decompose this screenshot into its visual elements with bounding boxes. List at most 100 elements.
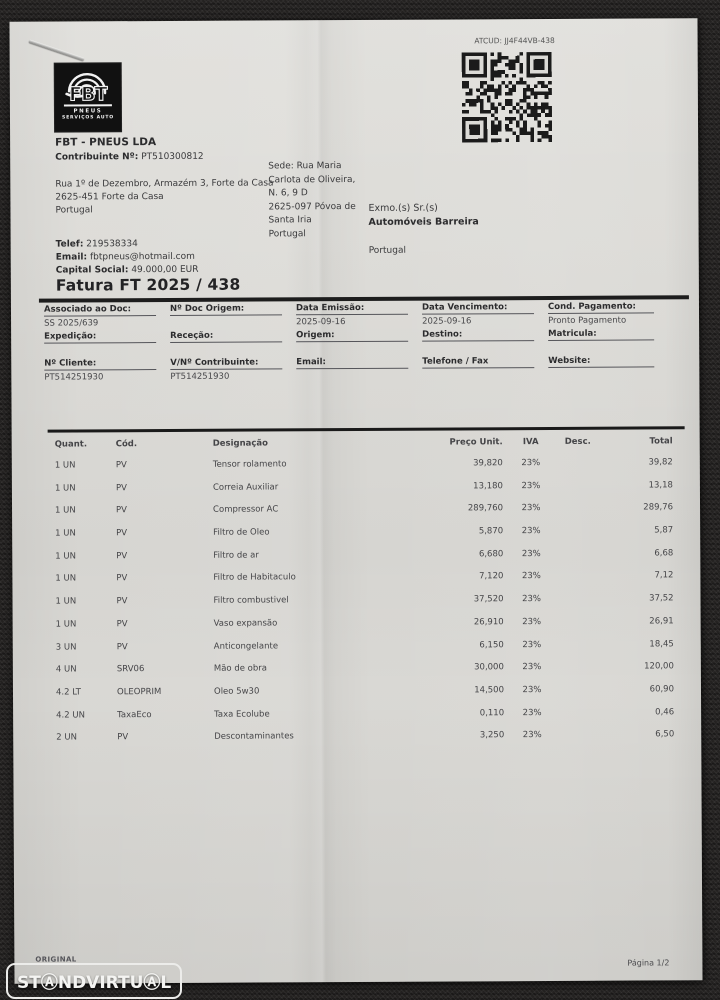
item-iva: 23%: [521, 571, 541, 582]
item-quant: 1 UN: [54, 483, 76, 494]
item-total: 26,91: [649, 616, 674, 627]
item-row: 1 UN PV Filtro de Habitaculo 7,120 23% 7…: [48, 566, 685, 592]
atcud-label: ATCUD: JJ4F44VB-438: [474, 35, 555, 46]
meta-cell: Expedição:: [44, 331, 170, 356]
item-preco-unit: 30,000: [474, 662, 504, 673]
hq-address-line: Sede: Rua Maria: [268, 161, 342, 172]
item-quant: 1 UN: [55, 551, 77, 562]
item-designacao: Vaso expansão: [213, 618, 278, 629]
vat-value: PT510300812: [141, 151, 204, 163]
item-iva: 23%: [522, 594, 541, 605]
item-row: 4.2 LT OLEOPRIM Oleo 5w30 14,500 23% 60,…: [49, 679, 686, 705]
item-row: 4.2 UN TaxaEco Taxa Ecolube 0,110 23% 0,…: [49, 702, 686, 728]
item-iva: 23%: [522, 684, 542, 696]
item-total: 120,00: [644, 661, 674, 672]
item-cod: PV: [116, 505, 128, 516]
meta-value: [422, 341, 534, 354]
meta-cell: Destino:: [422, 329, 548, 354]
meta-cell: V/Nº Contribuinte: PT514251930: [170, 357, 296, 382]
capital-label: Capital Social:: [55, 265, 129, 276]
item-iva: 23%: [522, 730, 542, 741]
meta-value: Pronto Pagamento: [548, 315, 627, 326]
meta-cell: Telefone / Fax: [422, 356, 548, 381]
item-total: 60,90: [649, 684, 675, 695]
item-total: 5,87: [654, 525, 674, 536]
item-total: 13,18: [648, 480, 673, 491]
item-designacao: Filtro de ar: [213, 550, 259, 561]
meta-value: [548, 340, 654, 353]
vat-label: Contribuinte Nº:: [55, 152, 139, 163]
phone-line: Telef: 219538334: [56, 238, 199, 252]
item-row: 1 UN PV Correia Auxiliar 13,180 23% 13,1…: [48, 475, 685, 501]
item-designacao: Tensor rolamento: [212, 459, 287, 470]
col-iva: IVA: [522, 437, 539, 448]
item-preco-unit: 6,680: [478, 548, 504, 560]
meta-cell: Matricula:: [548, 328, 668, 353]
hq-address-line: 2625-097 Póvoa de: [268, 201, 356, 212]
capital-value: 49.000,00 EUR: [131, 264, 199, 276]
item-row: 1 UN PV Tensor rolamento 39,820 23% 39,8…: [48, 452, 685, 478]
meta-label: Destino:: [422, 329, 535, 342]
item-total: 7,12: [654, 570, 674, 581]
item-designacao: Taxa Ecolube: [214, 709, 270, 720]
item-quant: 1 UN: [55, 619, 77, 630]
company-logo: FBT PNEUS SERVIÇOS AUTO: [54, 63, 122, 132]
meta-value: [548, 367, 654, 380]
meta-label: Website:: [548, 355, 655, 368]
meta-cell: Origem:: [296, 329, 422, 355]
email-label: Email:: [55, 252, 88, 263]
email-line: Email: fbtpneus@hotmail.com: [56, 251, 199, 265]
item-cod: PV: [116, 528, 128, 539]
meta-cell: Email:: [296, 356, 422, 382]
phone-value: 219538334: [86, 239, 138, 250]
meta-cell: Website:: [548, 355, 668, 380]
item-quant: 1 UN: [55, 505, 76, 516]
logo-subtitle-pneus: PNEUS: [73, 108, 103, 115]
meta-value: 2025-09-16: [422, 316, 472, 327]
item-total: 18,45: [649, 638, 674, 649]
meta-value: PT514251930: [170, 371, 230, 382]
col-designacao: Designação: [212, 438, 269, 449]
meta-label: Receção:: [170, 330, 283, 343]
company-vat: Contribuinte Nº: PT510300812: [55, 152, 204, 163]
item-iva: 23%: [522, 662, 542, 673]
meta-value: [44, 343, 156, 356]
logo-brand: FBT: [69, 83, 108, 103]
item-row: 1 UN PV Filtro de ar 6,680 23% 6,68: [48, 543, 685, 569]
item-designacao: Oleo 5w30: [213, 686, 260, 697]
meta-cell: Cond. Pagamento: Pronto Pagamento: [547, 301, 668, 326]
invoice-sheet: FBT PNEUS SERVIÇOS AUTO ATCUD: JJ4F44VB-…: [9, 18, 703, 984]
item-iva: 23%: [522, 707, 542, 718]
meta-grid: Associado ao Doc: SS 2025/639 Nº Doc Ori…: [43, 301, 668, 383]
item-row: 2 UN PV Descontaminantes 3,250 23% 6,50: [49, 725, 686, 751]
meta-label: V/Nº Contribuinte:: [170, 357, 283, 370]
logo-subtitle-servicos: SERVIÇOS AUTO: [61, 115, 115, 121]
item-quant: 4 UN: [55, 664, 77, 675]
item-cod: PV: [116, 573, 128, 584]
customer-salutation: Exmo.(s) Sr.(s): [368, 202, 438, 214]
meta-value: [296, 369, 408, 382]
item-designacao: Filtro de Habitaculo: [213, 572, 296, 584]
item-preco-unit: 39,820: [473, 458, 503, 469]
item-quant: 1 UN: [55, 596, 77, 607]
logo-divider: [63, 104, 112, 107]
item-quant: 1 UN: [55, 573, 77, 585]
hq-address-line: Santa Iria: [268, 215, 312, 226]
col-cod: Cód.: [115, 439, 138, 450]
meta-label: Matricula:: [548, 328, 655, 341]
standvirtual-watermark: STⒶNDVIRTUⒶL: [6, 963, 183, 999]
item-row: 1 UN PV Vaso expansão 26,910 23% 26,91: [49, 611, 686, 637]
meta-label: Telefone / Fax: [422, 356, 535, 369]
meta-cell: Associado ao Doc: SS 2025/639: [43, 304, 170, 329]
item-row: 1 UN PV Compressor AC 289,760 23% 289,76: [48, 498, 685, 524]
item-preco-unit: 7,120: [479, 571, 504, 582]
meta-cell: Data Vencimento: 2025-09-16: [421, 302, 548, 327]
item-iva: 23%: [521, 458, 541, 469]
item-preco-unit: 289,760: [467, 503, 504, 514]
item-quant: 3 UN: [55, 641, 77, 653]
item-cod: PV: [116, 550, 128, 562]
col-preco-unit: Preço Unit.: [449, 437, 503, 448]
customer-name: Automóveis Barreira: [368, 216, 479, 228]
company-address-line: 2625-451 Forte da Casa: [55, 192, 164, 203]
